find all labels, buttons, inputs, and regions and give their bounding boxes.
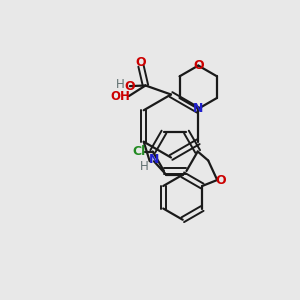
Text: O: O (215, 173, 226, 187)
Text: Cl: Cl (133, 145, 146, 158)
Text: O: O (124, 80, 135, 93)
Text: H: H (116, 77, 124, 91)
Text: O: O (193, 59, 204, 72)
Text: H: H (140, 160, 149, 173)
Text: N: N (193, 102, 203, 115)
Text: OH: OH (111, 90, 130, 103)
Text: N: N (149, 153, 159, 166)
Text: O: O (136, 56, 146, 69)
